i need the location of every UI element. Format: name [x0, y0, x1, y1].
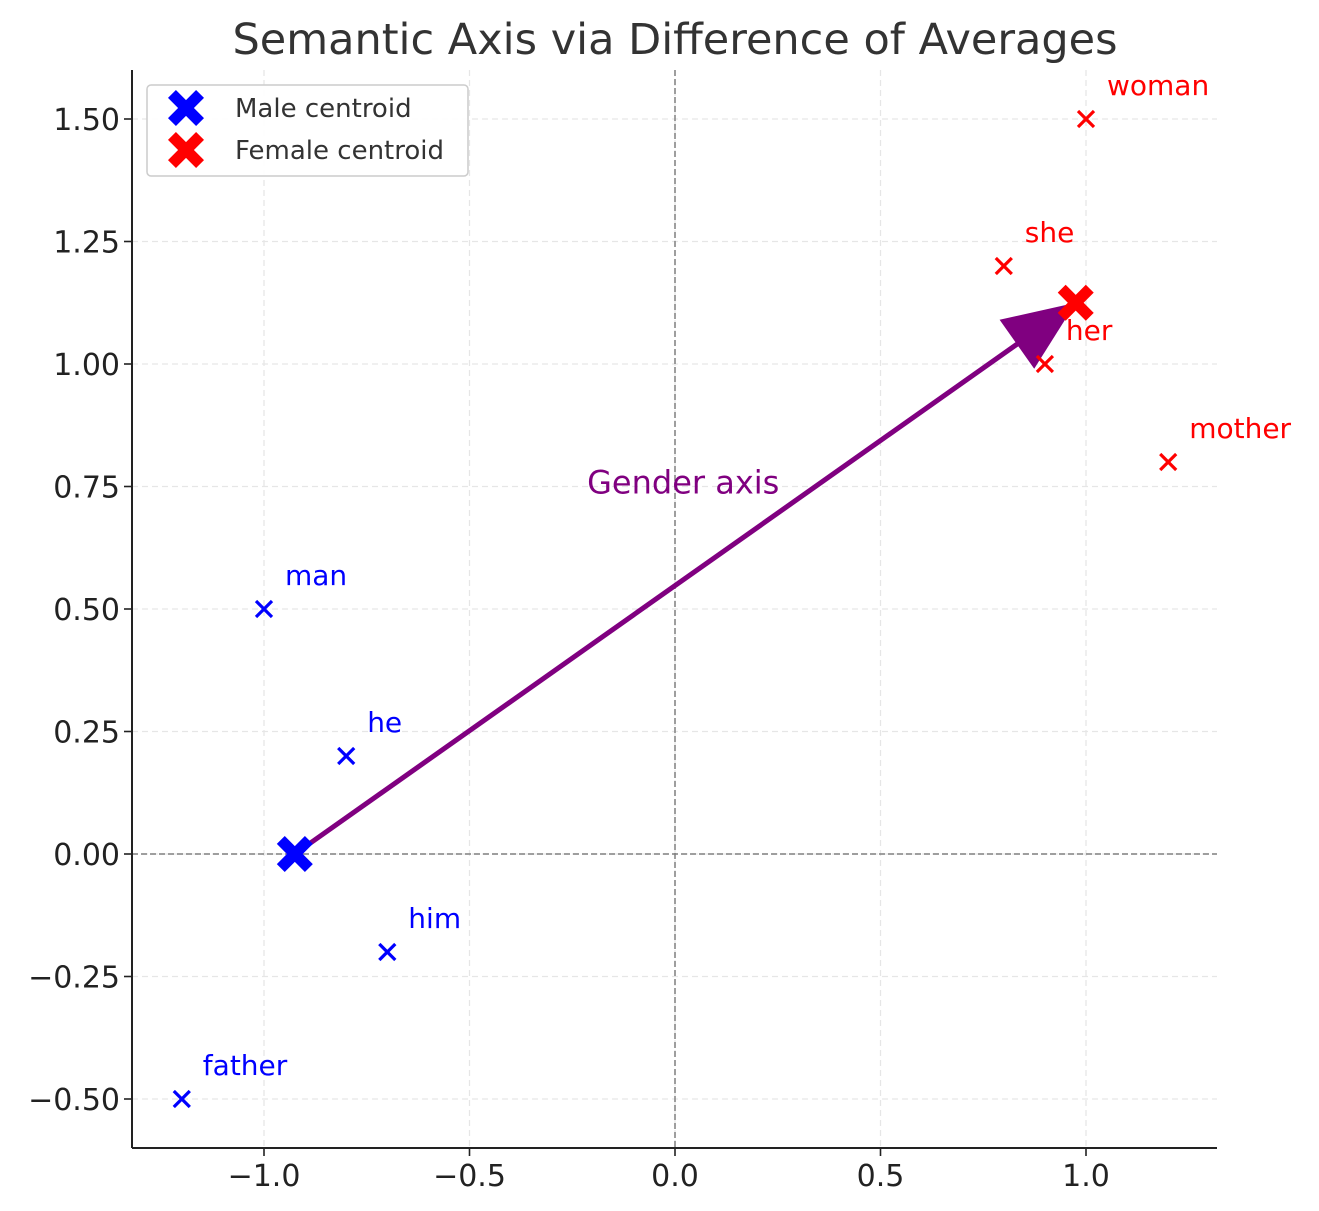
legend-label: Male centroid — [235, 94, 412, 124]
data-point-her — [1035, 354, 1055, 374]
point-labels: man he him father woman she her mother — [203, 69, 1292, 1082]
point-marker-stroke — [994, 256, 1013, 276]
tick-labels: −1.0 −0.5 0.0 0.5 1.0 −0.50 −0.25 0.00 0.25 0.50 0… — [28, 103, 1110, 1194]
point-marker-stroke — [1076, 109, 1096, 129]
gender-axis-label: Gender axis — [587, 464, 779, 502]
gender-axis-arrow: Gender axis — [293, 302, 1076, 857]
y-tick-label: 0.00 — [53, 838, 120, 873]
x-tick-label: 0.5 — [857, 1159, 905, 1194]
x-tick-label: −0.5 — [433, 1159, 506, 1194]
y-tick-label: 0.25 — [53, 716, 120, 751]
y-tick-label: 1.25 — [53, 226, 120, 261]
data-point-mother — [1159, 452, 1178, 472]
gender-axis-head — [999, 302, 1076, 369]
point-label-woman: woman — [1107, 69, 1209, 102]
data-point-father — [172, 1089, 191, 1109]
point-marker-stroke — [337, 746, 356, 766]
zero-lines — [132, 70, 1217, 1148]
x-tick-label: −1.0 — [228, 1159, 301, 1194]
legend-marker-2 — [168, 132, 204, 168]
point-label-man: man — [285, 559, 347, 592]
chart-title: Semantic Axis via Difference of Averages — [232, 15, 1117, 65]
legend: Male centroid Female centroid — [146, 84, 469, 177]
gender-axis-shaft — [293, 339, 1022, 857]
point-marker-stroke — [172, 1089, 191, 1109]
point-label-mother: mother — [1189, 412, 1291, 445]
data-point-she — [994, 256, 1013, 276]
legend-marker-1 — [168, 90, 204, 126]
y-tick-label: −0.50 — [28, 1083, 120, 1118]
y-tick-label: −0.25 — [28, 961, 120, 996]
point-label-father: father — [203, 1049, 288, 1082]
legend-label: Female centroid — [235, 136, 444, 166]
legend-box — [146, 84, 469, 177]
data-point-he — [337, 746, 356, 766]
point-label-she: she — [1025, 216, 1075, 249]
y-tick-label: 1.00 — [53, 348, 120, 383]
x-tick-label: 0.0 — [651, 1159, 699, 1194]
y-tick-label: 0.75 — [53, 471, 120, 506]
point-marker-stroke — [254, 599, 274, 619]
point-marker-stroke — [1035, 354, 1055, 374]
data-point-man — [254, 599, 274, 619]
data-points — [172, 109, 1178, 1109]
y-tick-label: 1.50 — [53, 103, 120, 138]
x-tick-label: 1.0 — [1062, 1159, 1110, 1194]
point-label-her: her — [1066, 314, 1113, 347]
centroid-marker — [276, 836, 313, 872]
y-tick-label: 0.50 — [53, 593, 120, 628]
centroid-marker — [1057, 284, 1094, 321]
point-label-he: he — [367, 706, 402, 739]
point-marker-stroke — [1159, 452, 1178, 472]
centroids — [276, 284, 1094, 872]
data-point-woman — [1076, 109, 1096, 129]
point-marker-stroke — [378, 942, 397, 962]
data-point-him — [378, 942, 397, 962]
point-label-him: him — [408, 902, 461, 935]
